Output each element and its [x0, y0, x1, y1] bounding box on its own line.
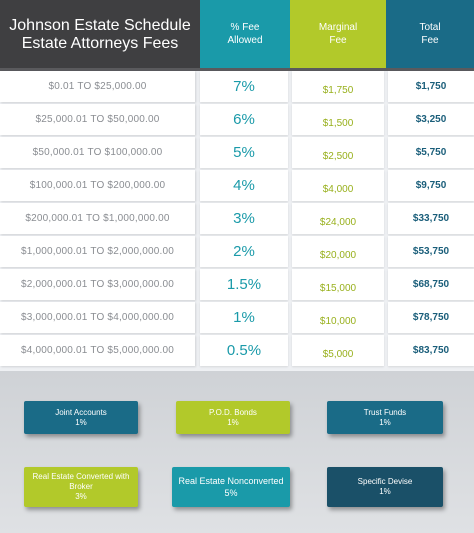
real-estate-nonconverted-value: 5%: [224, 488, 238, 498]
table-row: $200,000.01 TO $1,000,000.00 3% $24,000 …: [0, 203, 474, 236]
table-title: Johnson Estate Schedule Estate Attorneys…: [0, 0, 200, 68]
range-cell: $100,000.01 TO $200,000.00: [0, 170, 195, 201]
real-estate-nonconverted-label: Real Estate Nonconverted: [178, 476, 284, 486]
trust-funds-box: Trust Funds 1%: [327, 401, 443, 434]
marginal-fee-cell: $2,500: [292, 137, 384, 168]
range-cell: $2,000,000.01 TO $3,000,000.00: [0, 269, 195, 300]
total-fee-cell: $78,750: [388, 302, 474, 333]
total-fee-cell: $3,250: [388, 104, 474, 135]
fee-percent-cell: 1%: [200, 302, 288, 333]
marginal-fee-cell: $24,000: [292, 203, 384, 234]
marginal-fee-cell: $10,000: [292, 302, 384, 333]
joint-accounts-box: Joint Accounts 1%: [24, 401, 138, 434]
range-cell: $50,000.01 TO $100,000.00: [0, 137, 195, 168]
pod-bonds-label: P.O.D. Bonds: [209, 407, 257, 417]
header-divider: [0, 68, 474, 71]
total-header-line-2: Fee: [421, 35, 439, 46]
range-cell: $200,000.01 TO $1,000,000.00: [0, 203, 195, 234]
marginal-fee-cell: $1,500: [292, 104, 384, 135]
total-fee-cell: $33,750: [388, 203, 474, 234]
real-estate-converted-label-1: Real Estate Converted with: [32, 472, 130, 481]
header-fee-allowed: % Fee Allowed: [200, 0, 290, 68]
table-row: $3,000,000.01 TO $4,000,000.00 1% $10,00…: [0, 302, 474, 335]
real-estate-converted-value: 3%: [75, 492, 87, 501]
specific-devise-box: Specific Devise 1%: [327, 467, 443, 507]
real-estate-nonconverted-box: Real Estate Nonconverted 5%: [172, 467, 290, 507]
fee-percent-cell: 5%: [200, 137, 288, 168]
fee-percent-cell: 0.5%: [200, 335, 288, 366]
range-cell: $4,000,000.01 TO $5,000,000.00: [0, 335, 195, 366]
fee-percent-cell: 2%: [200, 236, 288, 267]
table-row: $50,000.01 TO $100,000.00 5% $2,500 $5,7…: [0, 137, 474, 170]
range-cell: $25,000.01 TO $50,000.00: [0, 104, 195, 135]
total-header-line-1: Total: [419, 22, 441, 33]
total-fee-cell: $1,750: [388, 71, 474, 102]
fee-percent-cell: 3%: [200, 203, 288, 234]
table-row: $4,000,000.01 TO $5,000,000.00 0.5% $5,0…: [0, 335, 474, 368]
table-row: $2,000,000.01 TO $3,000,000.00 1.5% $15,…: [0, 269, 474, 302]
specific-devise-label: Specific Devise: [357, 477, 413, 486]
total-fee-cell: $9,750: [388, 170, 474, 201]
total-fee-cell: $5,750: [388, 137, 474, 168]
marginal-fee-cell: $20,000: [292, 236, 384, 267]
total-fee-cell: $68,750: [388, 269, 474, 300]
fee-percent-cell: 6%: [200, 104, 288, 135]
fee-percent-cell: 7%: [200, 71, 288, 102]
specific-devise-value: 1%: [379, 487, 391, 496]
marginal-header-line-1: Marginal: [318, 22, 358, 33]
fee-header-line-2: Allowed: [227, 35, 263, 46]
table-row: $100,000.01 TO $200,000.00 4% $4,000 $9,…: [0, 170, 474, 203]
marginal-fee-cell: $1,750: [292, 71, 384, 102]
table-header: Johnson Estate Schedule Estate Attorneys…: [0, 0, 474, 68]
pod-bonds-value: 1%: [227, 417, 239, 427]
table-row: $0.01 TO $25,000.00 7% $1,750 $1,750: [0, 71, 474, 104]
range-cell: $3,000,000.01 TO $4,000,000.00: [0, 302, 195, 333]
fee-header-line-1: % Fee: [230, 22, 260, 33]
joint-accounts-value: 1%: [75, 417, 87, 427]
asset-categories-panel: Joint Accounts 1% P.O.D. Bonds 1% Trust …: [0, 371, 474, 533]
fee-table: $0.01 TO $25,000.00 7% $1,750 $1,750 $25…: [0, 71, 474, 371]
range-cell: $0.01 TO $25,000.00: [0, 71, 195, 102]
trust-funds-label: Trust Funds: [363, 407, 407, 417]
trust-funds-value: 1%: [379, 417, 391, 427]
marginal-header-line-2: Fee: [329, 35, 347, 46]
joint-accounts-label: Joint Accounts: [55, 407, 107, 417]
marginal-fee-cell: $5,000: [292, 335, 384, 366]
real-estate-converted-label-2: Broker: [69, 482, 93, 491]
title-line-2: Estate Attorneys Fees: [21, 35, 179, 52]
total-fee-cell: $83,750: [388, 335, 474, 366]
total-fee-cell: $53,750: [388, 236, 474, 267]
marginal-fee-cell: $15,000: [292, 269, 384, 300]
real-estate-converted-box: Real Estate Converted with Broker 3%: [24, 467, 138, 507]
table-row: $1,000,000.01 TO $2,000,000.00 2% $20,00…: [0, 236, 474, 269]
header-marginal-fee: Marginal Fee: [290, 0, 386, 68]
fee-percent-cell: 1.5%: [200, 269, 288, 300]
title-line-1: Johnson Estate Schedule: [9, 17, 191, 34]
header-total-fee: Total Fee: [386, 0, 474, 68]
fee-percent-cell: 4%: [200, 170, 288, 201]
pod-bonds-box: P.O.D. Bonds 1%: [176, 401, 290, 434]
marginal-fee-cell: $4,000: [292, 170, 384, 201]
table-row: $25,000.01 TO $50,000.00 6% $1,500 $3,25…: [0, 104, 474, 137]
range-cell: $1,000,000.01 TO $2,000,000.00: [0, 236, 195, 267]
